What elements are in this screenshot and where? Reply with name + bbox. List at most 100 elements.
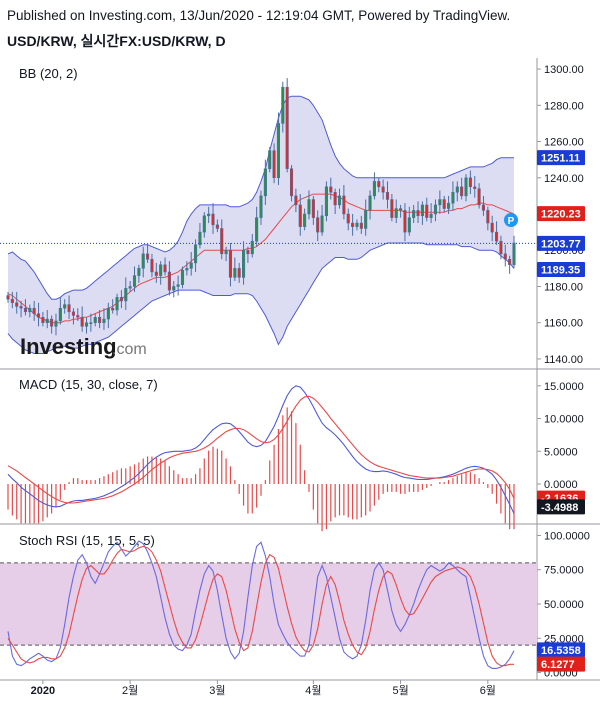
candle-body <box>294 195 298 206</box>
candle-body <box>150 259 154 273</box>
candle-body <box>6 295 10 300</box>
candle-body <box>451 192 455 204</box>
candle-body <box>429 213 433 218</box>
candle-body <box>368 195 372 211</box>
candle-body <box>233 268 237 278</box>
candle-body <box>342 195 346 215</box>
price-badge <box>537 656 585 672</box>
candle-body <box>320 215 324 233</box>
price-badge-label: 1203.77 <box>541 238 581 250</box>
candle-body <box>407 217 411 233</box>
candle-body <box>50 318 54 327</box>
candle-body <box>137 268 141 276</box>
price-badge-label: 1251.11 <box>541 153 580 165</box>
candle-body <box>106 307 110 320</box>
candle-body <box>324 186 328 217</box>
stoch-rsi-pane <box>0 540 537 669</box>
svg-text:P: P <box>508 216 515 227</box>
candle-body <box>242 249 246 278</box>
candle-body <box>316 217 320 233</box>
candle-body <box>464 177 468 197</box>
candle-body <box>377 181 381 188</box>
candle-body <box>499 240 503 255</box>
candle-body <box>473 186 477 189</box>
candle-body <box>28 307 32 313</box>
candle-body <box>416 210 420 217</box>
price-badge-label: 1220.23 <box>541 209 581 221</box>
candle-body <box>93 317 97 323</box>
price-badge <box>537 235 585 251</box>
price-badge-label: 6.1277 <box>541 659 575 671</box>
macd-pane <box>7 385 515 532</box>
candle-body <box>259 195 263 218</box>
candle-body <box>364 210 368 229</box>
candle-body <box>202 215 206 233</box>
candle-body <box>45 318 49 323</box>
candle-body <box>503 253 507 260</box>
candle-body <box>115 297 119 311</box>
candle-body <box>80 317 84 327</box>
symbol-title: USD/KRW, 실시간FX:USD/KRW, D <box>7 33 226 49</box>
candle-body <box>228 249 233 278</box>
candle-body <box>403 210 407 233</box>
candle-body <box>220 228 224 255</box>
candle-body <box>303 213 307 227</box>
candle-body <box>468 177 472 188</box>
price-badge-label: 16.5358 <box>541 645 581 657</box>
p-marker-icon[interactable]: P <box>504 213 518 227</box>
candle-body <box>211 213 215 226</box>
candle-body <box>355 222 359 227</box>
candle-body <box>215 224 219 229</box>
candle-body <box>163 264 167 273</box>
candle-body <box>425 204 429 218</box>
price-badge <box>537 206 585 222</box>
candle-body <box>442 199 446 209</box>
y-tick-label: 1280.00 <box>544 100 584 112</box>
candle-body <box>372 181 376 197</box>
candle-body <box>54 320 58 327</box>
candle-body <box>172 286 176 291</box>
macd-signal-line <box>7 395 515 504</box>
candle-body <box>481 204 486 211</box>
svg-text:.com: .com <box>112 341 147 358</box>
stoch-band <box>0 562 537 646</box>
candle-body <box>333 192 337 206</box>
candle-body <box>438 199 442 206</box>
investing-logo: Investing .com <box>20 334 147 359</box>
candle-body <box>67 304 71 313</box>
y-tick-label: 50.0000 <box>544 599 584 611</box>
candle-body <box>23 307 27 313</box>
candle-body <box>189 262 193 269</box>
candle-body <box>390 199 394 218</box>
candle-body <box>246 249 250 255</box>
y-tick-label: 25.0000 <box>544 633 584 645</box>
bb-pane-label: BB (20, 2) <box>19 66 78 81</box>
candle-body <box>167 271 171 291</box>
y-tick-label: 1160.00 <box>544 318 583 330</box>
candle-body <box>224 249 228 255</box>
candle-body <box>307 199 311 215</box>
candle-body <box>194 244 198 264</box>
macd-line <box>7 385 515 514</box>
candle-body <box>508 259 512 265</box>
price-badge <box>537 499 585 515</box>
candle-body <box>351 222 355 227</box>
candle-body <box>329 186 333 193</box>
bb-lower-band <box>7 242 515 354</box>
candle-body <box>381 186 385 193</box>
candle-body <box>41 317 45 323</box>
candlesticks <box>6 78 516 336</box>
candle-body <box>76 315 80 318</box>
candle-body <box>412 210 416 218</box>
candle-body <box>111 307 115 311</box>
y-tick-label: 1240.00 <box>544 173 584 185</box>
bollinger-bands <box>0 95 537 354</box>
y-tick-label: 5.0000 <box>544 446 578 458</box>
price-badge-label: 1189.35 <box>541 265 580 277</box>
candle-body <box>394 208 398 218</box>
candle-body <box>176 284 180 287</box>
y-tick-label: 1140.00 <box>544 354 583 366</box>
axes: 1300.001280.001260.001240.001220.001200.… <box>31 64 590 697</box>
x-tick-label: 2020 <box>31 685 55 697</box>
